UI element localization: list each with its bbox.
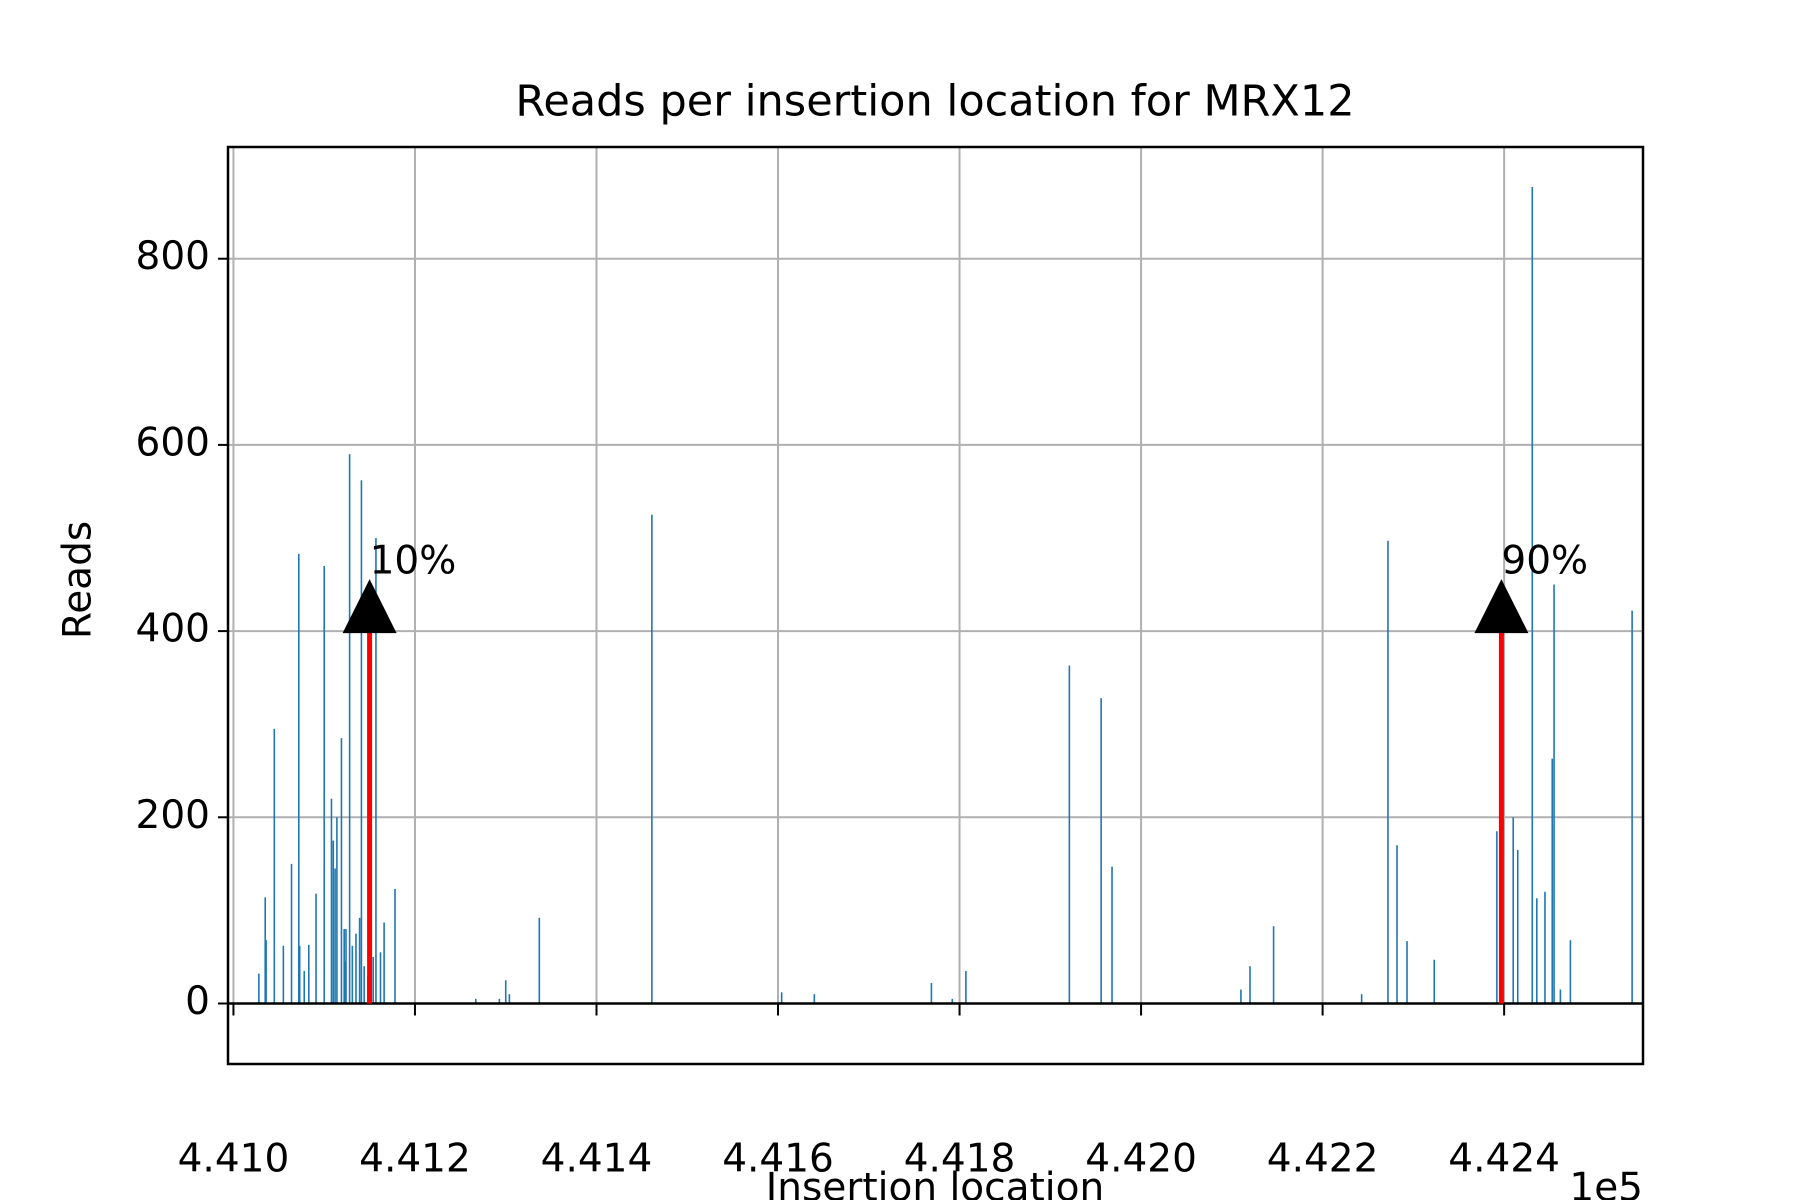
bar bbox=[372, 956, 375, 1004]
bar bbox=[498, 998, 501, 1004]
bar bbox=[1249, 966, 1251, 1004]
bar bbox=[1496, 831, 1498, 1004]
y-tick-label: 800 bbox=[136, 234, 210, 279]
bar bbox=[1068, 665, 1071, 1004]
bar bbox=[340, 738, 343, 1004]
x-tick-label: 4.412 bbox=[359, 1137, 471, 1182]
bar bbox=[1553, 584, 1555, 1004]
x-tick-label: 4.410 bbox=[178, 1137, 290, 1182]
bar bbox=[297, 553, 300, 1004]
arrow-head bbox=[1474, 579, 1529, 634]
bar bbox=[1631, 610, 1633, 1004]
x-axis-label: Insertion location bbox=[766, 1166, 1104, 1200]
bar bbox=[813, 994, 816, 1004]
bar bbox=[1406, 941, 1408, 1004]
bar bbox=[504, 980, 507, 1004]
arrow-head bbox=[342, 579, 397, 634]
bar bbox=[651, 514, 653, 1004]
bar bbox=[1100, 698, 1102, 1004]
bar bbox=[1569, 940, 1572, 1004]
x-tick-label: 4.416 bbox=[722, 1137, 834, 1182]
bar bbox=[344, 961, 346, 1004]
bar bbox=[355, 933, 357, 1004]
bar bbox=[264, 897, 267, 1004]
bar bbox=[375, 538, 377, 1004]
bar bbox=[394, 888, 396, 1004]
bar bbox=[1240, 989, 1242, 1004]
bar bbox=[265, 940, 267, 1004]
x-tick-label: 4.418 bbox=[904, 1137, 1016, 1182]
bar bbox=[336, 817, 338, 1004]
bar bbox=[258, 973, 260, 1004]
x-offset-label: 1e5 bbox=[1569, 1166, 1643, 1200]
bar bbox=[780, 992, 783, 1004]
x-tick-label: 4.422 bbox=[1267, 1137, 1379, 1182]
x-tick-label: 4.420 bbox=[1085, 1137, 1197, 1182]
bar bbox=[348, 454, 351, 1004]
bar bbox=[1272, 926, 1275, 1004]
bar bbox=[1516, 849, 1519, 1004]
bar bbox=[1544, 891, 1546, 1004]
bar bbox=[538, 917, 541, 1004]
bar bbox=[332, 840, 335, 1004]
annotation-label: 10% bbox=[370, 539, 457, 584]
bar bbox=[1512, 817, 1515, 1004]
bar bbox=[1360, 994, 1363, 1004]
bar bbox=[1551, 758, 1554, 1004]
y-tick-label: 200 bbox=[136, 793, 210, 838]
bar bbox=[951, 998, 954, 1004]
y-tick-label: 400 bbox=[136, 607, 210, 652]
bar bbox=[282, 945, 285, 1004]
bar bbox=[383, 922, 385, 1004]
bar bbox=[508, 994, 511, 1004]
x-tick-label: 4.424 bbox=[1448, 1137, 1560, 1182]
bar bbox=[1531, 187, 1534, 1004]
bar bbox=[273, 728, 276, 1004]
bar bbox=[343, 929, 345, 1004]
bar bbox=[315, 893, 317, 1004]
bar bbox=[351, 945, 354, 1004]
bar bbox=[358, 917, 361, 1004]
bar bbox=[290, 863, 293, 1004]
bar bbox=[474, 998, 477, 1004]
bar bbox=[330, 798, 333, 1004]
bar bbox=[298, 945, 301, 1004]
bar bbox=[379, 952, 382, 1004]
bar bbox=[1387, 540, 1389, 1004]
bar bbox=[307, 944, 310, 1004]
bar bbox=[323, 565, 326, 1004]
bar bbox=[303, 970, 306, 1004]
bar bbox=[1559, 989, 1562, 1004]
bar bbox=[345, 929, 347, 1004]
bar bbox=[363, 966, 365, 1004]
plot-frame bbox=[226, 145, 1645, 1066]
bar bbox=[1433, 959, 1436, 1004]
bar bbox=[334, 868, 336, 1004]
annotation-label: 90% bbox=[1501, 539, 1588, 584]
bar bbox=[930, 983, 933, 1004]
bar bbox=[1111, 866, 1113, 1004]
bar bbox=[1396, 845, 1398, 1004]
y-axis-label: Reads bbox=[56, 521, 101, 639]
y-tick-label: 0 bbox=[185, 979, 210, 1024]
chart-title: Reads per insertion location for MRX12 bbox=[515, 77, 1354, 127]
x-tick-label: 4.414 bbox=[541, 1137, 653, 1182]
y-tick-label: 600 bbox=[136, 420, 210, 465]
bar bbox=[360, 480, 363, 1004]
bar bbox=[1536, 898, 1538, 1004]
bar bbox=[965, 970, 967, 1004]
